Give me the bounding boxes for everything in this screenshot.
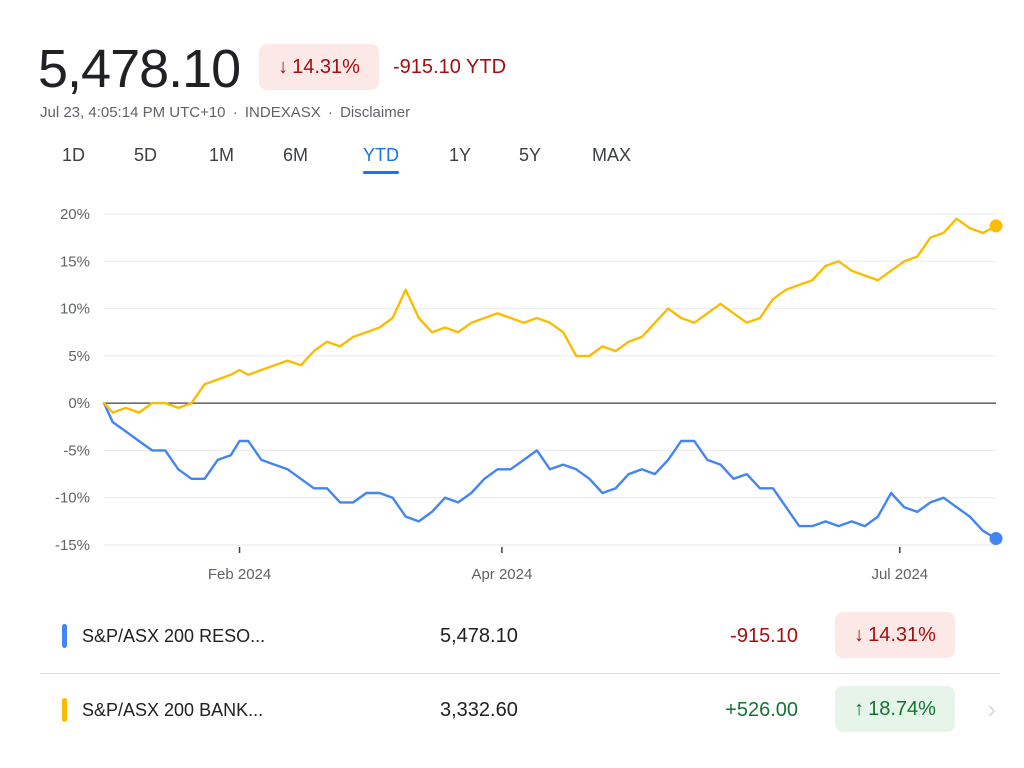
meta-separator: ·	[327, 104, 333, 121]
tab-5d[interactable]: 5D	[134, 145, 158, 165]
series-change: -915.10	[730, 625, 798, 647]
arrow-up-icon: ↑	[854, 697, 865, 720]
series-name: S&P/ASX 200 BANK...	[82, 700, 264, 720]
series-value: 3,332.60	[440, 699, 518, 721]
exchange-label: INDEXASX	[244, 104, 321, 121]
legend-row-banks[interactable]: S&P/ASX 200 BANK... 3,332.60 +526.00 ↑ 1…	[40, 680, 1000, 740]
y-tick-label: 5%	[68, 348, 90, 365]
y-tick-label: -10%	[55, 490, 90, 507]
legend-divider	[40, 673, 1000, 674]
series-percent-badge: ↑ 18.74%	[835, 686, 955, 732]
tab-6m[interactable]: 6M	[283, 145, 309, 165]
arrow-down-icon: ↓	[854, 623, 865, 646]
y-tick-label: 0%	[68, 395, 90, 412]
series-line-resources	[102, 401, 998, 540]
x-tick-label: Feb 2024	[208, 566, 271, 583]
index-price: 5,478.10	[38, 39, 241, 99]
change-percent-badge: ↓ 14.31%	[259, 44, 379, 90]
series-color-swatch	[62, 698, 67, 722]
series-value: 5,478.10	[440, 625, 518, 647]
y-tick-label: -5%	[63, 442, 90, 459]
quote-meta: Jul 23, 4:05:14 PM UTC+10 · INDEXASX · D…	[40, 104, 410, 121]
series-name: S&P/ASX 200 RESO...	[82, 626, 266, 646]
change-percent: 14.31%	[292, 55, 360, 78]
arrow-down-icon: ↓	[278, 55, 289, 78]
y-tick-label: 15%	[60, 253, 90, 270]
disclaimer-link[interactable]: Disclaimer	[340, 104, 411, 121]
time-range-tabs: 1D 5D 1M 6M YTD 1Y 5Y MAX	[0, 140, 700, 176]
y-tick-label: -15%	[55, 537, 90, 554]
x-tick-label: Jul 2024	[871, 566, 928, 583]
x-tick-label: Apr 2024	[471, 566, 532, 583]
series-end-point	[989, 219, 1003, 233]
tab-1m[interactable]: 1M	[209, 145, 235, 165]
tab-5y[interactable]: 5Y	[519, 145, 542, 165]
series-percent: 18.74%	[868, 697, 936, 720]
timestamp: Jul 23, 4:05:14 PM UTC+10	[40, 104, 226, 121]
series-percent: 14.31%	[868, 623, 936, 646]
y-tick-label: 10%	[60, 301, 90, 318]
tab-1d[interactable]: 1D	[62, 145, 86, 165]
ytd-line-chart[interactable]: 20% 15% 10% 5% 0% -5% -10% -15% Feb 2024 Apr 2024…	[0, 190, 1024, 590]
chevron-right-icon[interactable]: ›	[987, 694, 996, 724]
series-percent-badge: ↓ 14.31%	[835, 612, 955, 658]
y-tick-label: 20%	[60, 206, 90, 223]
tab-max[interactable]: MAX	[592, 145, 632, 165]
meta-separator: ·	[232, 104, 238, 121]
legend-row-resources[interactable]: S&P/ASX 200 RESO... 5,478.10 -915.10 ↓ 1…	[40, 606, 1000, 666]
series-end-point	[989, 531, 1003, 545]
tab-ytd[interactable]: YTD	[363, 140, 399, 174]
series-change: +526.00	[725, 699, 798, 721]
ytd-change: -915.10 YTD	[393, 56, 507, 78]
tab-1y[interactable]: 1Y	[449, 145, 472, 165]
series-color-swatch	[62, 624, 67, 648]
series-line-banks	[102, 217, 998, 414]
